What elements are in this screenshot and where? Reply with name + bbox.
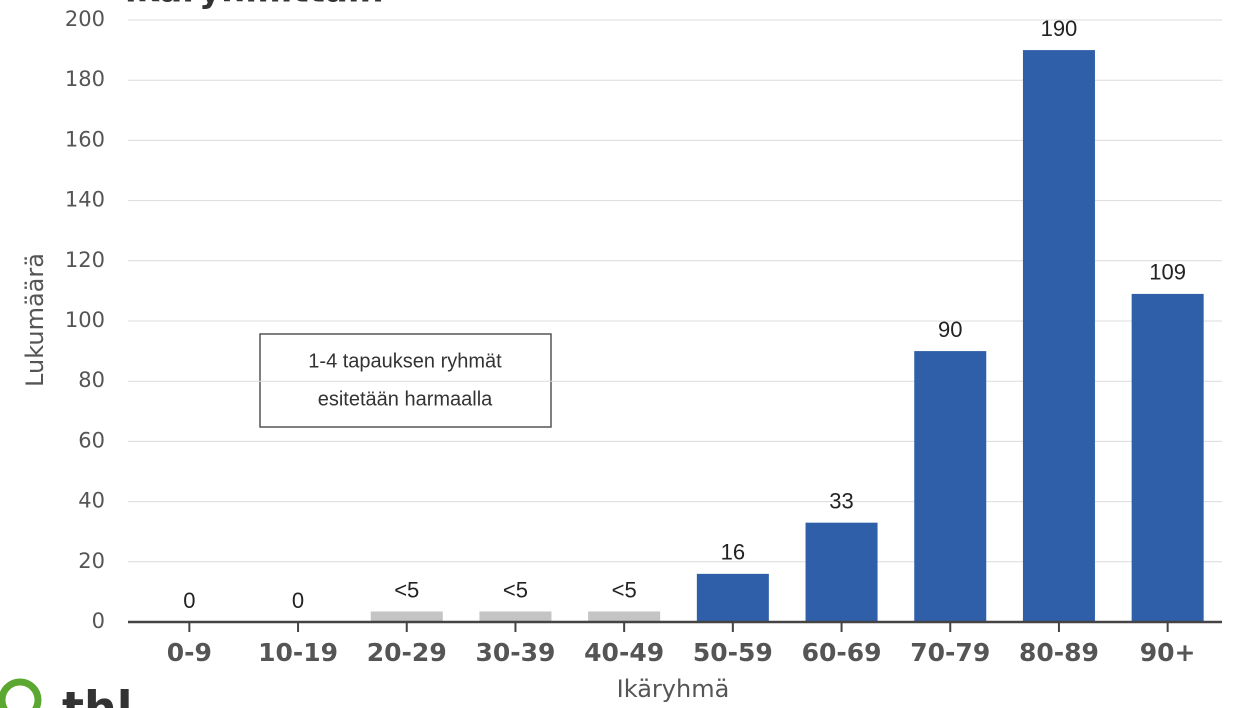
bar [696,573,769,622]
annotation-line: esitetään harmaalla [318,388,493,410]
y-tick-label: 60 [78,428,105,452]
x-tick-label: 70-79 [910,638,990,667]
bar [479,611,552,622]
y-tick-label: 180 [65,67,105,91]
bar [805,522,878,622]
bar [370,611,443,622]
bar [1131,293,1204,622]
annotation-box [259,333,552,428]
x-tick-label: 60-69 [802,638,882,667]
logo: thl [0,678,133,708]
y-axis-title: Lukumäärä [21,253,49,387]
y-tick-label: 20 [78,549,105,573]
bar [914,351,987,622]
y-tick-label: 200 [65,7,105,31]
logo-text: thl [62,682,133,708]
x-tick-label: 10-19 [258,638,338,667]
y-tick-label: 0 [92,609,105,633]
y-tick-label: 100 [65,308,105,332]
value-label: 16 [721,540,745,565]
bar [1022,50,1095,623]
x-tick-label: 50-59 [693,638,773,667]
value-label: 0 [183,588,195,613]
y-tick-label: 160 [65,127,105,151]
x-tick-label: 40-49 [584,638,664,667]
bar [588,611,661,622]
value-label: <5 [503,577,528,602]
value-label: 190 [1041,16,1078,41]
value-label: <5 [612,577,637,602]
x-axis-title: Ikäryhmä [617,675,730,703]
x-tick-label: 30-39 [475,638,555,667]
x-tick-label: 90+ [1140,638,1196,667]
value-label: 90 [938,317,962,342]
chart-title: ikäryhmittäin [125,0,384,11]
y-tick-label: 140 [65,188,105,212]
logo-icon [0,678,42,708]
value-label: 33 [829,488,853,513]
value-label: 109 [1149,260,1186,285]
value-label: 0 [292,588,304,613]
y-tick-label: 120 [65,248,105,272]
value-label: <5 [394,577,419,602]
x-tick-label: 80-89 [1019,638,1099,667]
x-tick-label: 20-29 [367,638,447,667]
annotation-line: 1-4 tapauksen ryhmät [308,350,502,372]
y-tick-label: 80 [78,368,105,392]
y-tick-label: 40 [78,489,105,513]
x-tick-label: 0-9 [167,638,212,667]
